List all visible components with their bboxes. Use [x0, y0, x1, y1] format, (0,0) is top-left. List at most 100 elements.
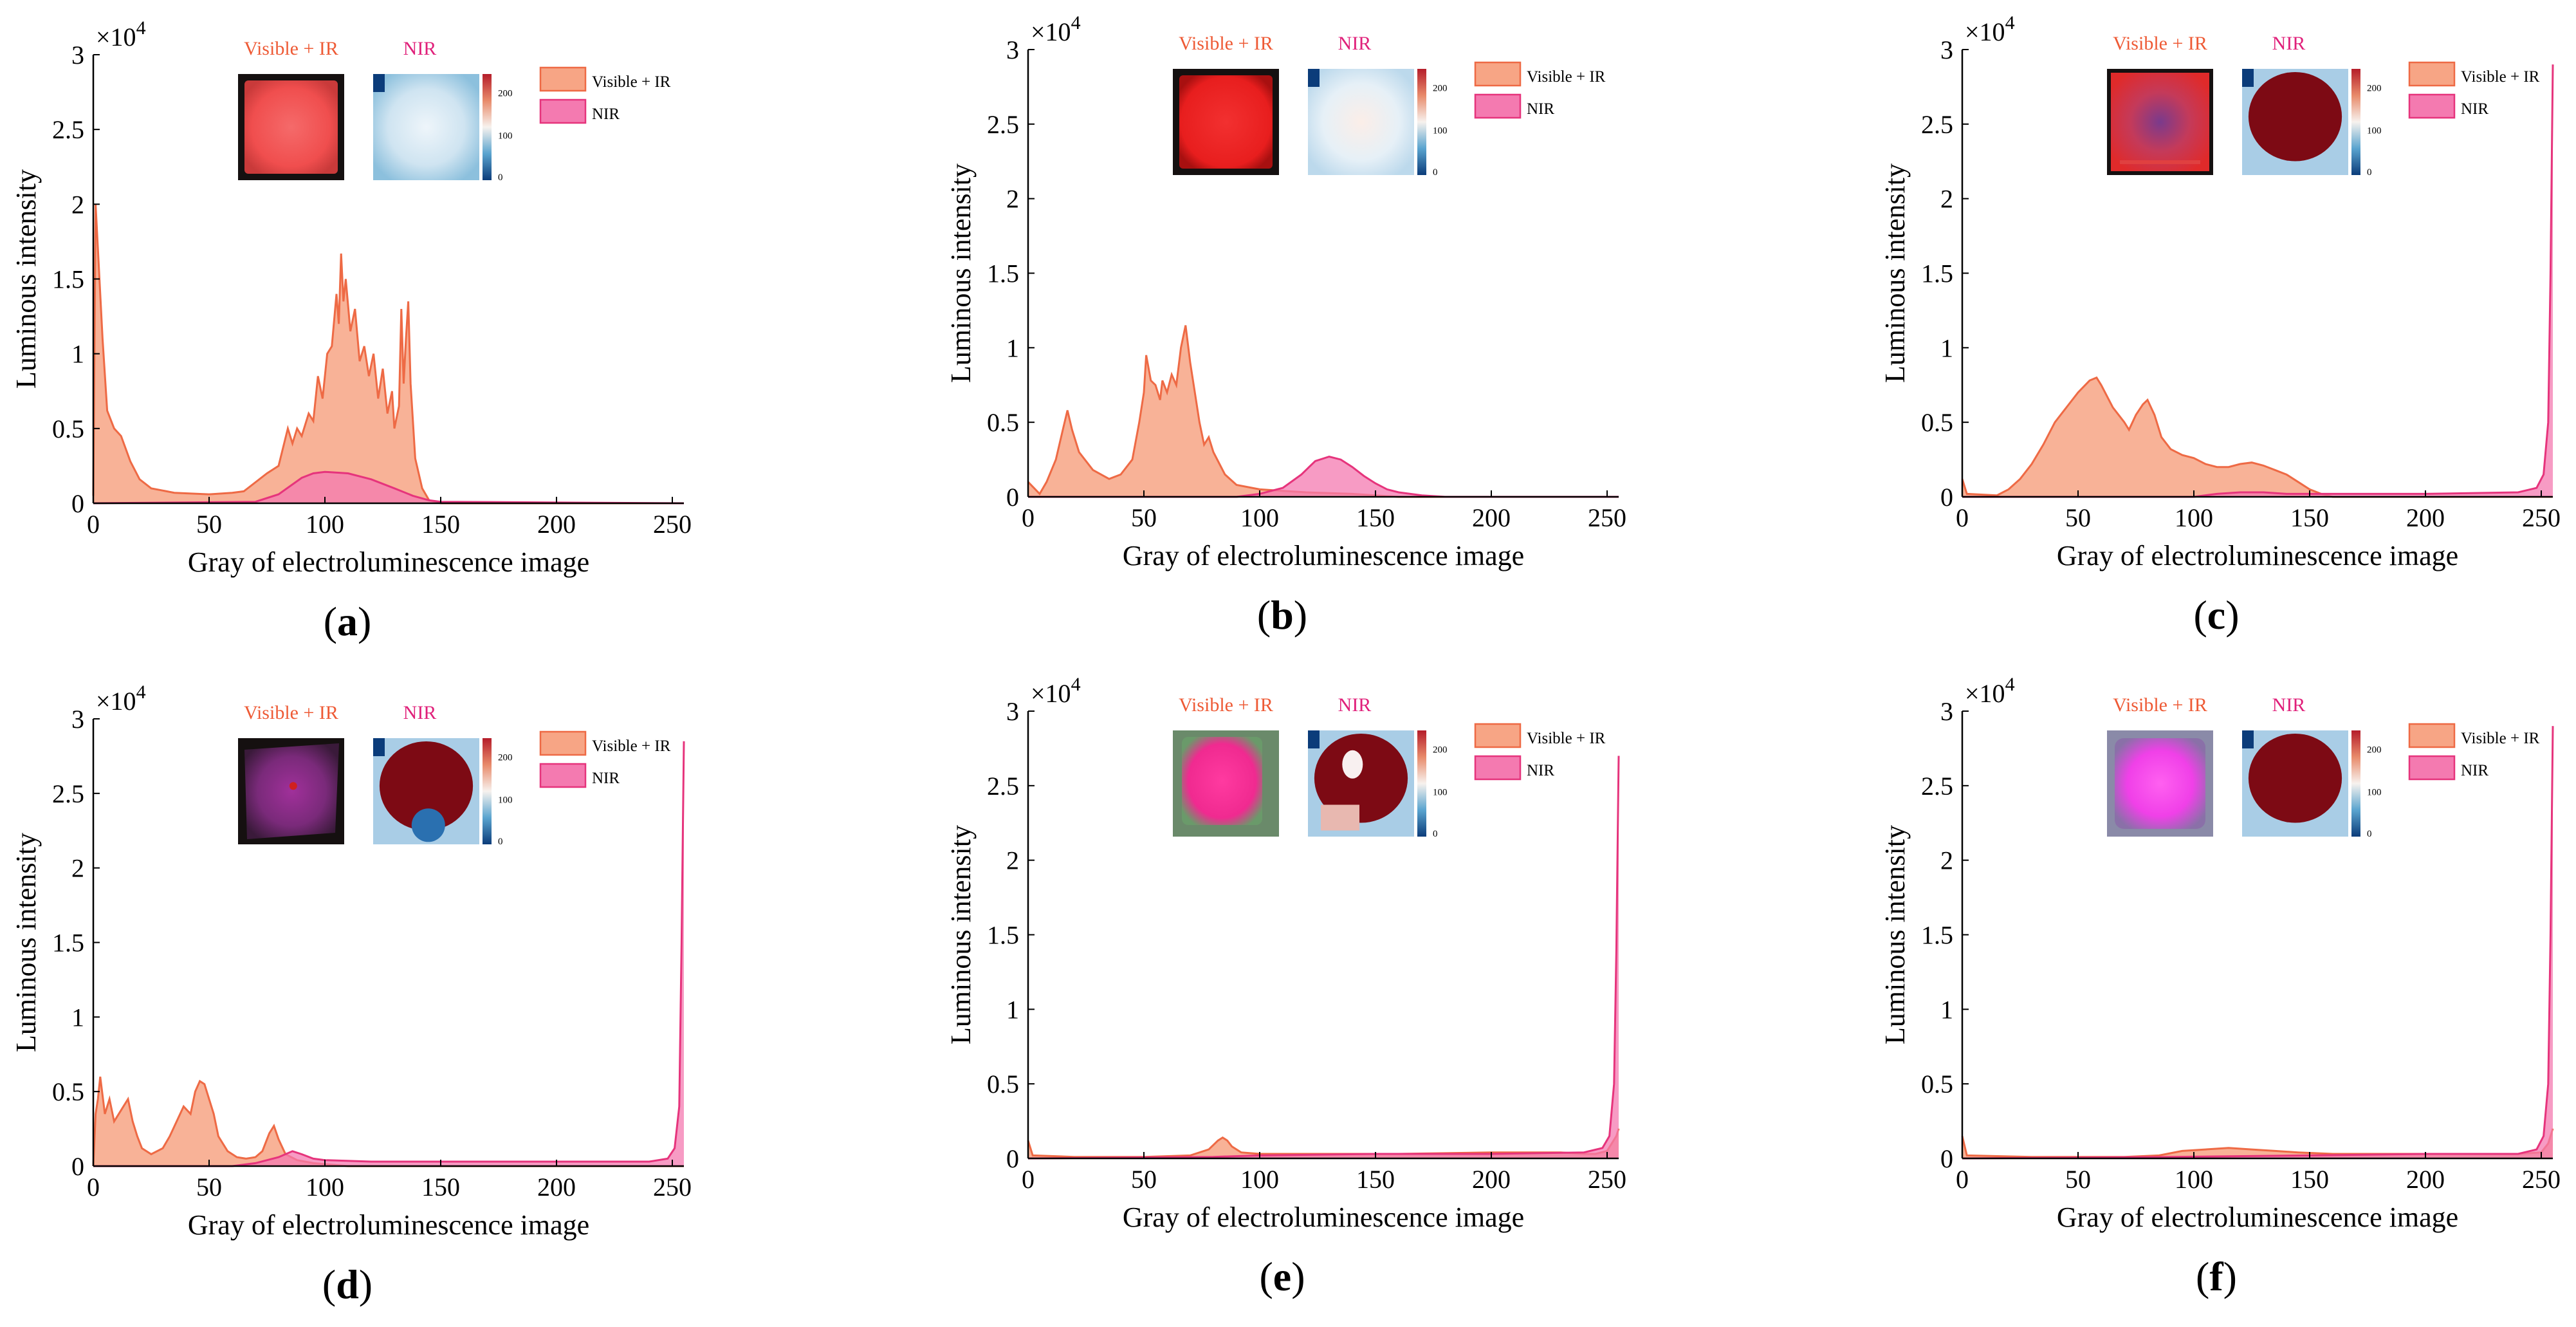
legend-swatch-nir	[1474, 755, 1522, 781]
legend-label-nir: NIR	[2461, 100, 2489, 118]
colorbar-gradient	[2351, 730, 2360, 837]
inset-visible-image	[2107, 730, 2213, 837]
legend-label-visible-ir: Visible + IR	[2461, 68, 2540, 86]
colorbar-tick-label: 100	[2367, 126, 2382, 136]
y-tick-label: 0.5	[52, 414, 84, 443]
inset-background	[1308, 69, 1414, 175]
x-axis-label: Gray of electroluminescence image	[2057, 1202, 2458, 1233]
y-tick-label: 3	[1006, 697, 1019, 726]
panel-label: (c)	[2193, 592, 2239, 638]
inset-colorbar: 200 100 0	[2351, 69, 2382, 178]
inset-visible-image	[238, 738, 344, 844]
x-axis-label: Gray of electroluminescence image	[188, 546, 589, 578]
colorbar-gradient	[1417, 730, 1426, 837]
colorbar-gradient	[2351, 69, 2360, 175]
x-tick-label: 50	[2065, 1165, 2091, 1194]
y-tick-label: 0	[1940, 1144, 1953, 1173]
x-tick-label: 0	[1022, 1165, 1035, 1194]
y-tick-label: 1	[1006, 995, 1019, 1024]
y-tick-label: 2.5	[987, 772, 1019, 801]
exponent-base: ×10	[1031, 679, 1071, 708]
y-axis-exponent: ×104	[1965, 674, 2015, 708]
x-tick-label: 0	[1956, 1165, 1969, 1194]
legend-swatch-visible-ir	[2408, 61, 2456, 87]
inset-corner-mark	[2242, 730, 2254, 748]
y-tick-label: 1.5	[52, 929, 84, 958]
panel-label-open: (	[1259, 1254, 1273, 1299]
x-tick-label: 100	[2175, 1165, 2213, 1194]
x-tick-label: 100	[306, 1173, 344, 1202]
inset-title-visible: Visible + IR	[244, 38, 338, 59]
panel-label-close: )	[2223, 1254, 2237, 1299]
colorbar-tick-label: 0	[498, 837, 503, 847]
panel-f: 0 50 100 150 200 250 0 0.5 1 1.5 2 2.5 3 ×104 Gray of …	[1879, 674, 2561, 1299]
x-tick-label: 100	[2175, 503, 2213, 532]
exponent-power: 4	[2005, 12, 2015, 33]
y-tick-label: 1.5	[987, 921, 1019, 950]
x-tick-label: 200	[1472, 503, 1511, 532]
legend-swatch-nir	[539, 763, 587, 788]
inset-colorbar: 200 100 0	[1417, 730, 1448, 839]
x-tick-label: 250	[653, 1173, 692, 1202]
x-tick-label: 50	[2065, 503, 2091, 532]
y-axis-label: Luminous intensity	[10, 833, 42, 1052]
colorbar-tick-label: 0	[1433, 167, 1438, 178]
inset-cell	[2111, 73, 2209, 171]
panel-label-close: )	[1294, 592, 1307, 638]
legend: Visible + IR NIR	[2408, 61, 2540, 119]
x-tick-label: 100	[1240, 1165, 1279, 1194]
x-axis-label: Gray of electroluminescence image	[2057, 540, 2458, 571]
legend: Visible + IR NIR	[2408, 723, 2540, 781]
legend-label-visible-ir: Visible + IR	[2461, 730, 2540, 747]
y-tick-label: 1.5	[1921, 259, 1953, 288]
inset-corner-mark	[1308, 69, 1320, 87]
legend-swatch-nir	[2408, 93, 2456, 119]
panel-label-letter: b	[1271, 592, 1294, 638]
inset-cold-spot	[411, 808, 445, 842]
colorbar-tick-label: 100	[1433, 788, 1448, 798]
y-tick-label: 2	[1006, 846, 1019, 875]
colorbar-tick-label: 100	[498, 131, 513, 142]
x-tick-label: 250	[2522, 503, 2561, 532]
panel-label: (a)	[324, 599, 372, 644]
legend: Visible + IR NIR	[539, 730, 671, 788]
colorbar-tick-label: 200	[2367, 745, 2382, 756]
x-tick-label: 200	[537, 1173, 576, 1202]
y-tick-label: 1	[1940, 995, 1953, 1024]
legend-swatch-visible-ir	[1474, 723, 1522, 748]
panel-label: (e)	[1259, 1254, 1305, 1299]
x-tick-label: 0	[87, 1173, 100, 1202]
inset-corner-mark	[2242, 69, 2254, 87]
x-tick-label: 0	[87, 510, 100, 539]
inset-nir-image	[1308, 69, 1414, 175]
colorbar-tick-label: 200	[2367, 84, 2382, 94]
series-area-nir	[93, 472, 684, 503]
panel-label-close: )	[1291, 1254, 1305, 1299]
x-tick-label: 50	[196, 1173, 222, 1202]
y-axis-label: Luminous intensity	[1879, 825, 1911, 1044]
panel-label-letter: e	[1273, 1254, 1291, 1299]
y-tick-label: 0.5	[52, 1077, 84, 1106]
x-tick-label: 50	[1131, 503, 1157, 532]
legend-swatch-visible-ir	[1474, 61, 1522, 87]
panel-label-open: (	[1257, 592, 1271, 638]
inset-cell	[2115, 738, 2205, 829]
y-tick-label: 1.5	[52, 265, 84, 294]
x-tick-label: 200	[537, 510, 576, 539]
series-area-nir	[1028, 456, 1619, 497]
inset-visible-image	[238, 74, 344, 180]
legend-label-nir: NIR	[2461, 762, 2489, 779]
inset-corner-mark	[373, 738, 385, 756]
x-axis-label: Gray of electroluminescence image	[1123, 1202, 1524, 1233]
inset-title-visible: Visible + IR	[2113, 694, 2207, 716]
inset-title-visible: Visible + IR	[1179, 33, 1273, 54]
colorbar-tick-label: 0	[2367, 167, 2372, 178]
exponent-base: ×10	[1031, 17, 1071, 46]
legend-swatch-nir	[1474, 93, 1522, 119]
series-line-visible-ir	[1961, 376, 2553, 498]
panel-label-letter: c	[2207, 592, 2225, 638]
inset-hotspot	[289, 782, 297, 790]
colorbar-tick-label: 200	[1433, 745, 1448, 756]
x-tick-label: 200	[1472, 1165, 1511, 1194]
